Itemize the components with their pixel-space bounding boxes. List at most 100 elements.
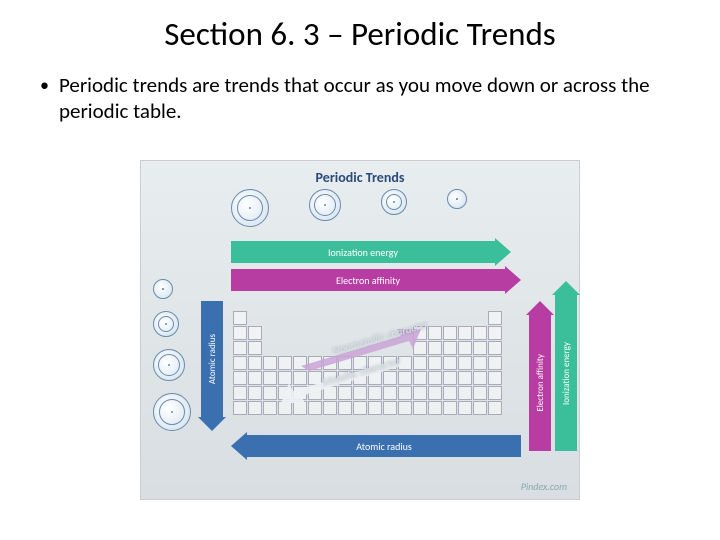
pt-cell — [428, 341, 442, 355]
pt-cell — [458, 341, 472, 355]
pt-cell — [443, 386, 457, 400]
pt-cell — [488, 356, 502, 370]
pt-cell — [248, 371, 262, 385]
pt-cell — [338, 386, 352, 400]
pt-cell — [473, 341, 487, 355]
watermark-text: Pindex.com — [521, 480, 567, 493]
pt-cell — [338, 401, 352, 415]
pt-cell — [473, 326, 487, 340]
pt-cell — [293, 401, 307, 415]
pt-cell — [233, 386, 247, 400]
pt-cell — [443, 326, 457, 340]
bullet-item: • Periodic trends are trends that occur … — [0, 54, 720, 124]
pt-cell — [428, 371, 442, 385]
pt-cell — [458, 356, 472, 370]
arrow-head-icon — [231, 432, 247, 460]
arrow-label: Ionization energy — [231, 241, 495, 263]
pt-cell — [293, 386, 307, 400]
pt-cell — [428, 401, 442, 415]
pt-cell — [248, 356, 262, 370]
pt-cell — [413, 401, 427, 415]
pt-cell — [368, 401, 382, 415]
pt-cell — [458, 371, 472, 385]
ionization-energy-arrow-right: Ionization energy — [231, 241, 511, 263]
arrow-label: Electron affinity — [535, 354, 546, 412]
pt-cell — [488, 371, 502, 385]
slide-title: Section 6. 3 – Periodic Trends — [0, 0, 720, 54]
pt-cell — [293, 371, 307, 385]
pt-cell — [473, 401, 487, 415]
atoms-row-top — [231, 189, 467, 227]
pt-cell — [398, 386, 412, 400]
pt-cell — [233, 356, 247, 370]
atom-icon — [153, 349, 185, 381]
pt-cell — [248, 386, 262, 400]
pt-cell — [398, 401, 412, 415]
arrow-head-icon — [198, 417, 226, 431]
pt-cell — [488, 326, 502, 340]
pt-cell — [458, 326, 472, 340]
pt-cell — [263, 356, 277, 370]
atom-icon — [153, 279, 173, 299]
pt-cell — [413, 371, 427, 385]
pt-cell — [323, 356, 337, 370]
pt-cell — [278, 386, 292, 400]
pt-cell — [248, 341, 262, 355]
pt-cell — [293, 356, 307, 370]
pt-cell — [428, 356, 442, 370]
pt-cell — [278, 356, 292, 370]
pt-cell — [263, 386, 277, 400]
arrow-label: Atomic radius — [207, 334, 218, 384]
figure-title: Periodic Trends — [141, 169, 579, 186]
atom-icon — [447, 189, 467, 209]
pt-cell — [263, 401, 277, 415]
pt-cell — [413, 341, 427, 355]
arrow-head-icon — [495, 238, 511, 266]
pt-cell — [233, 311, 247, 325]
pt-cell — [428, 326, 442, 340]
pt-cell — [383, 371, 397, 385]
pt-cell — [308, 386, 322, 400]
pt-cell — [278, 401, 292, 415]
arrow-head-icon — [505, 266, 521, 294]
atomic-radius-arrow-left: Atomic radius — [231, 435, 521, 457]
pt-cell — [263, 371, 277, 385]
atom-icon — [153, 311, 179, 337]
pt-cell — [248, 401, 262, 415]
electron-affinity-arrow-up: Electron affinity — [529, 301, 551, 451]
arrow-head-icon — [552, 281, 580, 295]
ionization-energy-arrow-up: Ionization energy — [555, 281, 577, 451]
atomic-radius-arrow-down: Atomic radius — [201, 301, 223, 431]
bullet-text: Periodic trends are trends that occur as… — [59, 72, 680, 124]
pt-cell — [473, 356, 487, 370]
pt-cell — [323, 401, 337, 415]
pt-cell — [443, 341, 457, 355]
pt-cell — [353, 386, 367, 400]
pt-cell — [308, 356, 322, 370]
pt-cell — [443, 356, 457, 370]
pt-cell — [413, 386, 427, 400]
pt-cell — [488, 311, 502, 325]
pt-cell — [428, 386, 442, 400]
atoms-column-left — [153, 279, 191, 431]
pt-cell — [368, 386, 382, 400]
pt-cell — [383, 401, 397, 415]
atom-icon — [309, 189, 341, 221]
pt-cell — [353, 401, 367, 415]
pt-cell — [233, 401, 247, 415]
arrow-label: Ionization energy — [561, 342, 572, 405]
pt-cell — [308, 401, 322, 415]
arrow-label: Electron affinity — [231, 269, 505, 291]
arrow-label: Atomic radius — [247, 435, 521, 457]
atom-icon — [231, 189, 269, 227]
pt-cell — [278, 371, 292, 385]
pt-cell — [233, 341, 247, 355]
pt-cell — [248, 326, 262, 340]
pt-cell — [443, 401, 457, 415]
pt-cell — [488, 386, 502, 400]
electron-affinity-arrow-right: Electron affinity — [231, 269, 521, 291]
pt-cell — [488, 341, 502, 355]
pt-cell — [413, 356, 427, 370]
arrow-head-icon — [526, 301, 554, 315]
pt-cell — [233, 326, 247, 340]
